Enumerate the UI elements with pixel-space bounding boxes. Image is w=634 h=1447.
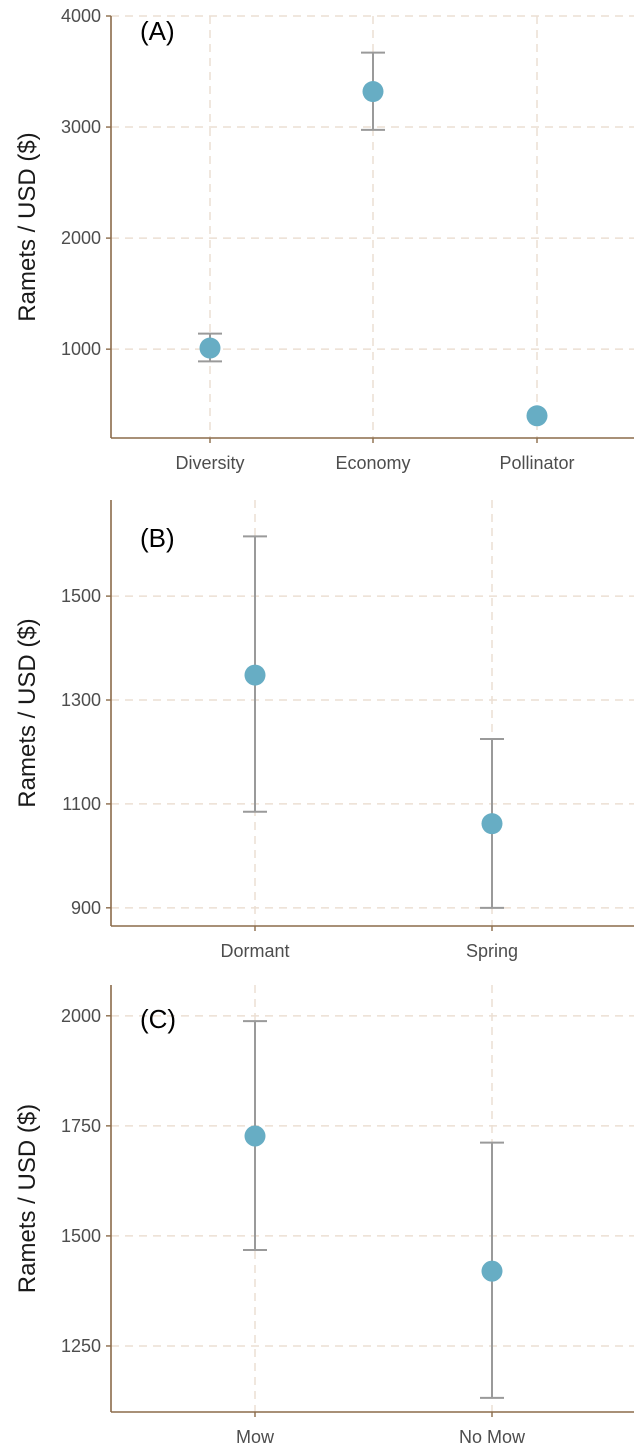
- y-tick-label: 2000: [61, 1006, 101, 1026]
- y-tick-label: 900: [71, 898, 101, 918]
- y-axis-title: Ramets / USD ($): [14, 618, 41, 807]
- y-tick-label: 1000: [61, 339, 101, 359]
- panel-label: (A): [140, 16, 175, 46]
- y-tick-label: 1250: [61, 1336, 101, 1356]
- x-tick-label: Dormant: [220, 941, 289, 961]
- data-point: [526, 405, 548, 427]
- data-point: [481, 1260, 503, 1282]
- data-point: [244, 664, 266, 686]
- y-tick-label: 4000: [61, 6, 101, 26]
- y-axis-title: Ramets / USD ($): [14, 1104, 41, 1293]
- y-tick-label: 1750: [61, 1116, 101, 1136]
- y-tick-label: 1500: [61, 586, 101, 606]
- panel-label: (B): [140, 523, 175, 553]
- x-tick-label: Mow: [236, 1427, 275, 1447]
- y-tick-label: 1300: [61, 690, 101, 710]
- data-point: [199, 337, 221, 359]
- data-point: [244, 1125, 266, 1147]
- data-point: [481, 813, 503, 835]
- chart-panel-1: 1000 2000 3000 4000 Diversity Economy Pollinat…: [14, 6, 634, 473]
- data-point: [362, 81, 384, 103]
- x-tick-label: Diversity: [175, 453, 244, 473]
- chart-panel-3: 1250 1500 1750 2000 Mow No Mow Ramets / USD ($…: [14, 985, 634, 1447]
- y-tick-label: 1500: [61, 1226, 101, 1246]
- x-tick-label: No Mow: [459, 1427, 526, 1447]
- x-tick-label: Pollinator: [499, 453, 574, 473]
- y-axis-title: Ramets / USD ($): [14, 132, 41, 321]
- x-tick-label: Economy: [335, 453, 410, 473]
- x-tick-label: Spring: [466, 941, 518, 961]
- y-tick-label: 1100: [62, 794, 101, 814]
- panel-label: (C): [140, 1004, 176, 1034]
- chart-panel-2: 900 1100 1300 1500 Dormant Spring Ramets / USD…: [14, 500, 634, 961]
- y-tick-label: 2000: [61, 228, 101, 248]
- y-tick-label: 3000: [61, 117, 101, 137]
